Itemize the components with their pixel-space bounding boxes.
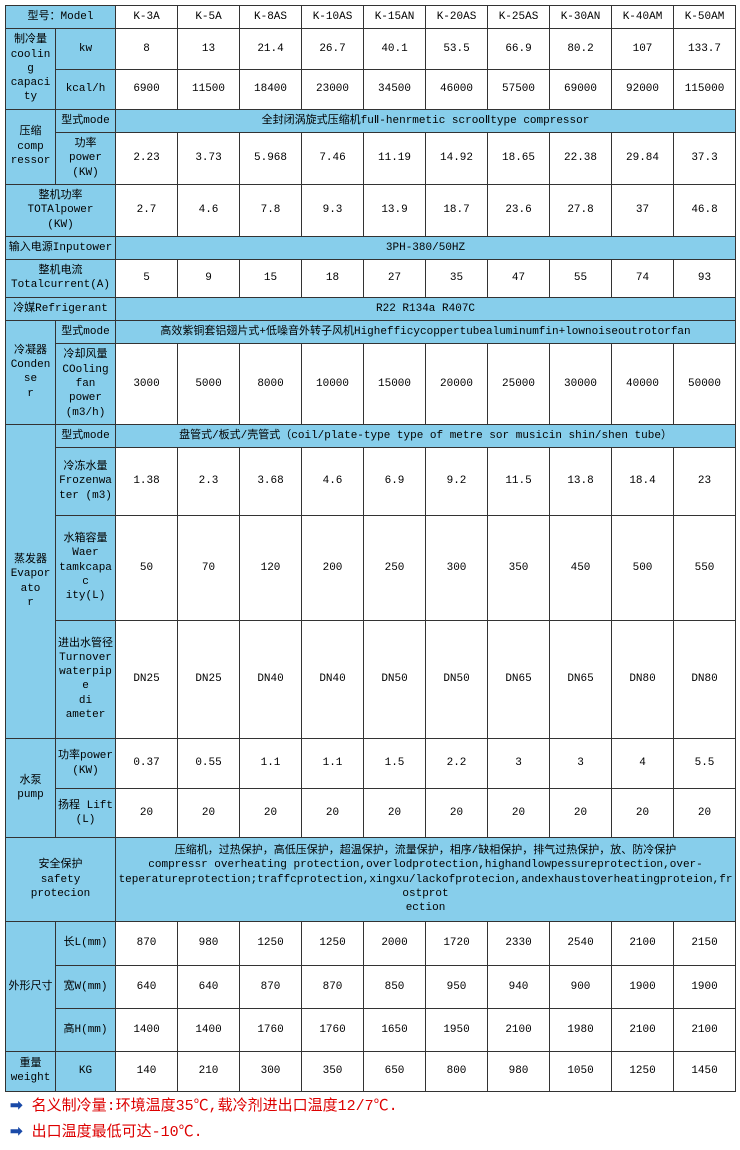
note-1: ➡ 名义制冷量:环境温度35℃,载冷剂进出口温度12/7℃. — [5, 1096, 735, 1119]
evaporator-mode-text: 盘管式/板式/壳管式（coil/plate-type type of metre… — [116, 424, 736, 447]
row-evaporator-pipe: 进出水管径Turnoverwaterpipedi ameter DN25 DN2… — [6, 620, 736, 739]
safety-label: 安全保护safety protecion — [6, 838, 116, 922]
row-refrigerant: 冷媒Refrigerant R22 R134a R407C — [6, 297, 736, 320]
row-evaporator-mode: 蒸发器Evaporator 型式mode 盘管式/板式/壳管式（coil/pla… — [6, 424, 736, 447]
row-dim-height: 高H(mm) 1400 1400 1760 1760 1650 1950 210… — [6, 1008, 736, 1051]
refrigerant-text: R22 R134a R407C — [116, 297, 736, 320]
total-current-label: 整机电流Totalcurrent(A) — [6, 260, 116, 298]
row-cooling-kw: 制冷量coolingcapacity kw 8 13 21.4 26.7 40.… — [6, 29, 736, 69]
row-input-power: 输入电源Inputower 3PH-380/50HZ — [6, 236, 736, 259]
row-safety: 安全保护safety protecion 压缩机，过热保护，高低压保护，超温保护… — [6, 838, 736, 922]
dimensions-label: 外形尺寸 — [6, 922, 56, 1052]
row-total-current: 整机电流Totalcurrent(A) 5 9 15 18 27 35 47 5… — [6, 260, 736, 298]
pump-label: 水泵pump — [6, 739, 56, 838]
refrigerant-label: 冷媒Refrigerant — [6, 297, 116, 320]
row-evaporator-frozen: 冷冻水量Frozenwater (m3) 1.38 2.3 3.68 4.6 6… — [6, 448, 736, 516]
row-compressor-power: 功率power(KW) 2.23 3.73 5.968 7.46 11.19 1… — [6, 133, 736, 185]
input-power-text: 3PH-380/50HZ — [116, 236, 736, 259]
note-2: ➡ 出口温度最低可达-10℃. — [5, 1122, 735, 1145]
row-evaporator-tank: 水箱容量Waertamkcapacity(L) 50 70 120 200 25… — [6, 516, 736, 620]
condenser-label: 冷凝器Condenser — [6, 321, 56, 425]
compressor-mode-text: 全封闭涡旋式压缩机fuⅡ-henrmetic scrooⅡtype compre… — [116, 109, 736, 132]
safety-text: 压缩机，过热保护，高低压保护，超温保护，流量保护，相序/缺相保护，排气过热保护，… — [116, 838, 736, 922]
row-weight: 重量weight KG 140 210 300 350 650 800 980 … — [6, 1052, 736, 1091]
cooling-capacity-label: 制冷量coolingcapacity — [6, 29, 56, 109]
spec-table: 型号：Model K-3A K-5A K-8AS K-10AS K-15AN K… — [5, 5, 736, 1092]
row-cooling-kcal: kcal/h 6900 11500 18400 23000 34500 4600… — [6, 69, 736, 109]
row-condenser-fan: 冷却风量COolingfan power(m3/h) 3000 5000 800… — [6, 344, 736, 424]
evaporator-label: 蒸发器Evaporator — [6, 424, 56, 738]
compressor-label: 压缩compressor — [6, 109, 56, 184]
model-label: 型号：Model — [6, 6, 116, 29]
row-model: 型号：Model K-3A K-5A K-8AS K-10AS K-15AN K… — [6, 6, 736, 29]
row-total-power: 整机功率TOTAlpower(KW) 2.7 4.6 7.8 9.3 13.9 … — [6, 184, 736, 236]
row-compressor-mode: 压缩compressor 型式mode 全封闭涡旋式压缩机fuⅡ-henrmet… — [6, 109, 736, 132]
arrow-icon: ➡ — [10, 1124, 23, 1141]
weight-label: 重量weight — [6, 1052, 56, 1091]
row-condenser-mode: 冷凝器Condenser 型式mode 高效紫铜套铝翅片式+低噪音外转子风机Hi… — [6, 321, 736, 344]
row-pump-lift: 扬程 Lift(L) 20 20 20 20 20 20 20 20 20 20 — [6, 788, 736, 838]
input-power-label: 输入电源Inputower — [6, 236, 116, 259]
condenser-mode-text: 高效紫铜套铝翅片式+低噪音外转子风机Highefficycoppertubeal… — [116, 321, 736, 344]
row-pump-power: 水泵pump 功率power(KW) 0.37 0.55 1.1 1.1 1.5… — [6, 739, 736, 789]
total-power-label: 整机功率TOTAlpower(KW) — [6, 184, 116, 236]
row-dim-width: 宽W(mm) 640 640 870 870 850 950 940 900 1… — [6, 965, 736, 1008]
row-dim-length: 外形尺寸 长L(mm) 870 980 1250 1250 2000 1720 … — [6, 922, 736, 965]
arrow-icon: ➡ — [10, 1098, 23, 1115]
